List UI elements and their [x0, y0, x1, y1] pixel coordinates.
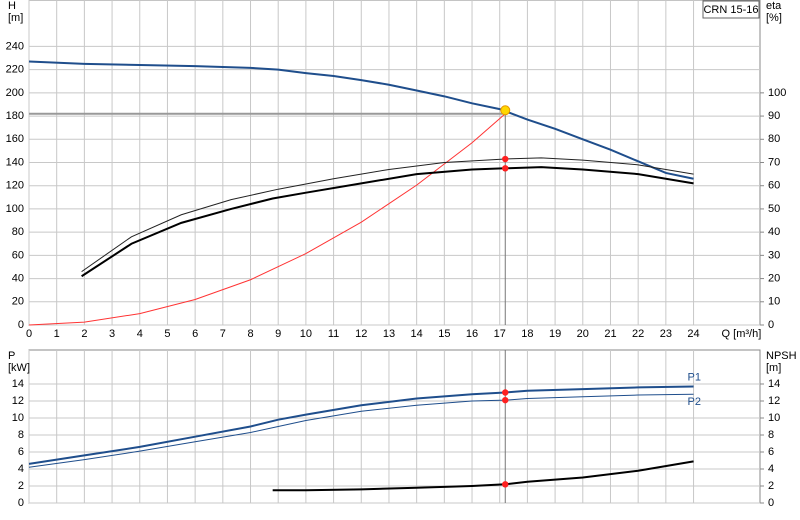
y-axis-unit: [m] [8, 12, 23, 24]
y2-tick-label: 20 [768, 272, 780, 284]
y-tick-label: 0 [18, 497, 24, 509]
y-tick-label: 80 [12, 226, 24, 238]
x-tick-label: 7 [220, 328, 226, 340]
x-tick-label: 21 [604, 328, 616, 340]
y-tick-label: 4 [18, 463, 24, 475]
duty-point [500, 105, 511, 116]
x-tick-label: 13 [383, 328, 395, 340]
y2-tick-label: 8 [768, 429, 774, 441]
y-tick-label: 2 [18, 480, 24, 492]
y2-tick-label: 12 [768, 395, 780, 407]
x-tick-label: 14 [411, 328, 423, 340]
x-tick-label: 16 [466, 328, 478, 340]
y-tick-label: 40 [12, 272, 24, 284]
y2-tick-label: 60 [768, 180, 780, 192]
x-tick-label: 5 [164, 328, 170, 340]
y-axis-label: H [8, 0, 16, 12]
y-axis-unit: [kW] [8, 362, 30, 374]
y-tick-label: 8 [18, 429, 24, 441]
curve-label: P1 [688, 371, 701, 383]
y2-tick-label: 14 [768, 378, 780, 390]
duty-point [502, 155, 509, 163]
x-tick-label: 1 [54, 328, 60, 340]
curve [81, 166, 694, 278]
curve [272, 460, 694, 492]
y-tick-label: 240 [6, 40, 24, 52]
x-tick-label: 8 [247, 328, 253, 340]
y2-tick-label: 2 [768, 480, 774, 492]
curve-label: P2 [688, 396, 701, 408]
y-tick-label: 120 [6, 180, 24, 192]
plot-area [28, 349, 761, 504]
duty-point [502, 165, 509, 172]
x-tick-label: 17 [494, 328, 506, 340]
y2-tick-label: 4 [768, 463, 774, 475]
y-tick-label: 10 [12, 412, 24, 424]
y-tick-label: 180 [6, 110, 24, 122]
y-tick-label: 6 [18, 446, 24, 458]
y-tick-label: 140 [6, 156, 24, 168]
x-tick-label: 3 [109, 328, 115, 340]
y-tick-label: 220 [6, 64, 24, 76]
x-tick-label: 23 [660, 328, 672, 340]
y2-tick-label: 0 [768, 497, 774, 509]
x-tick-label: 9 [275, 328, 281, 340]
y2-axis-label: NPSH [766, 350, 797, 362]
y2-tick-label: 10 [768, 412, 780, 424]
x-tick-label: 11 [328, 328, 339, 340]
x-tick-label: 4 [137, 328, 143, 340]
y2-axis-unit: [m] [766, 362, 781, 374]
y2-tick-label: 100 [768, 87, 786, 99]
x-tick-label: 0 [26, 328, 32, 340]
y2-tick-label: 40 [768, 226, 780, 238]
x-tick-label: 6 [192, 328, 198, 340]
chart-title: CRN 15-16 [703, 4, 758, 16]
y-tick-label: 14 [12, 378, 24, 390]
duty-point [502, 389, 509, 396]
x-tick-label: 10 [300, 328, 312, 340]
duty-point [502, 481, 509, 488]
x-tick-label: 18 [521, 328, 533, 340]
y2-tick-label: 30 [768, 249, 780, 261]
x-tick-label: 15 [438, 328, 450, 340]
y-tick-label: 0 [18, 319, 24, 331]
curve [28, 113, 506, 326]
title-box [702, 0, 760, 19]
y2-tick-label: 80 [768, 133, 780, 145]
curve [81, 157, 694, 273]
y-tick-label: 200 [6, 87, 24, 99]
y2-axis-unit: [%] [766, 12, 782, 24]
x-axis-label: Q [m³/h] [722, 328, 762, 340]
x-tick-label: 22 [632, 328, 644, 340]
x-tick-label: 12 [355, 328, 367, 340]
x-tick-label: 20 [577, 328, 589, 340]
y-tick-label: 100 [6, 203, 24, 215]
duty-point [502, 396, 509, 404]
y2-tick-label: 6 [768, 446, 774, 458]
y2-axis-label: eta [766, 0, 782, 12]
y2-tick-label: 50 [768, 203, 780, 215]
y-tick-label: 12 [12, 395, 24, 407]
x-tick-label: 2 [81, 328, 87, 340]
y-axis-label: P [8, 350, 15, 362]
y2-tick-label: 90 [768, 110, 780, 122]
y-tick-label: 160 [6, 133, 24, 145]
x-tick-label: 19 [549, 328, 561, 340]
curve [28, 60, 694, 180]
y2-tick-label: 0 [768, 319, 774, 331]
x-tick-label: 24 [687, 328, 699, 340]
y2-tick-label: 10 [768, 296, 780, 308]
y-tick-label: 60 [12, 249, 24, 261]
curve [28, 393, 694, 468]
y2-tick-label: 70 [768, 156, 780, 168]
y-tick-label: 20 [12, 296, 24, 308]
curve [28, 385, 694, 465]
